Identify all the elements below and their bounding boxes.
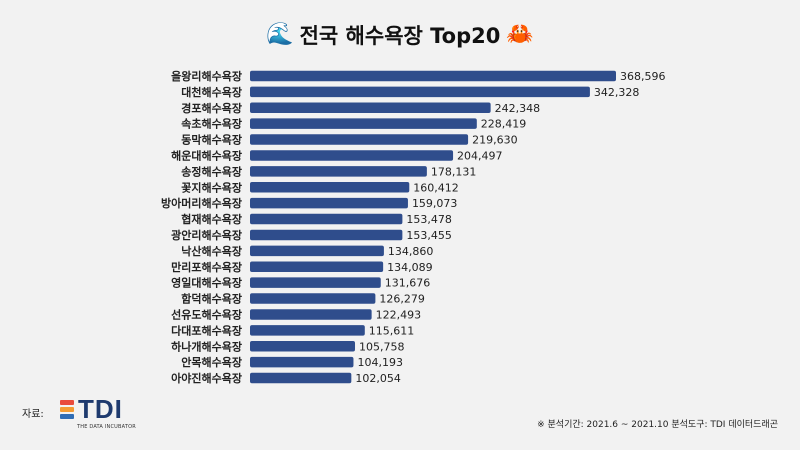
chart-title: 전국 해수욕장 Top20 [299, 24, 501, 48]
value-label: 131,676 [385, 277, 431, 290]
bar [250, 118, 477, 129]
chart-title-row: 🌊 전국 해수욕장 Top20 🦀 [0, 20, 800, 50]
bar [250, 372, 352, 384]
bar [250, 197, 408, 209]
bar [250, 134, 469, 145]
value-label: 104,193 [357, 356, 403, 369]
bar [250, 229, 403, 241]
value-label: 342,328 [594, 86, 640, 99]
value-label: 134,860 [388, 245, 434, 258]
value-label: 134,089 [387, 261, 433, 274]
bar [250, 213, 403, 225]
wave-icon: 🌊 [266, 22, 294, 47]
value-label: 219,630 [472, 134, 517, 147]
category-label: 광안리해수욕장 [171, 228, 242, 242]
value-label: 204,497 [457, 149, 503, 162]
bar [250, 86, 590, 98]
value-label: 368,596 [620, 70, 666, 83]
category-label: 속초해수욕장 [181, 117, 242, 131]
value-label: 102,054 [355, 372, 401, 385]
bar [250, 356, 354, 368]
value-label: 159,073 [412, 197, 458, 210]
bar [250, 293, 376, 304]
source-label: 자료: [22, 409, 44, 420]
bar [250, 182, 410, 193]
bar [250, 166, 427, 177]
tdi-logo: TDI THE DATA INCUBATOR [60, 394, 150, 436]
category-label: 아야진해수욕장 [171, 371, 242, 385]
value-label: 160,412 [413, 181, 459, 194]
category-label: 다대포해수욕장 [171, 323, 242, 337]
category-label: 방아머리해수욕장 [161, 196, 242, 210]
category-label: 영일대해수욕장 [171, 276, 242, 290]
logo-subtitle: THE DATA INCUBATOR [77, 424, 136, 430]
category-label: 하나개해수욕장 [171, 339, 242, 353]
category-label: 꽃지해수욕장 [181, 180, 242, 194]
bar [250, 309, 372, 320]
analysis-note: ※ 분석기간: 2021.6 ~ 2021.10 분석도구: TDI 데이터드래… [537, 420, 778, 430]
bar [250, 341, 356, 352]
bar [250, 150, 454, 161]
category-label: 만리포해수욕장 [171, 260, 242, 274]
category-label: 선유도해수욕장 [171, 307, 242, 321]
value-label: 122,493 [376, 308, 422, 321]
category-label: 낙산해수욕장 [181, 244, 242, 258]
value-label: 105,758 [359, 340, 405, 353]
value-label: 153,478 [406, 213, 452, 226]
category-label: 동막해수욕장 [181, 133, 242, 147]
category-label: 대천해수욕장 [181, 85, 242, 99]
category-label: 을왕리해수욕장 [171, 69, 242, 83]
category-label: 해운대해수욕장 [171, 148, 242, 162]
bar [250, 70, 616, 82]
bar [250, 102, 491, 113]
value-label: 153,455 [406, 229, 452, 242]
value-label: 178,131 [431, 165, 477, 178]
value-label: 228,419 [481, 118, 527, 131]
category-label: 안목해수욕장 [181, 355, 242, 369]
logo-text: TDI [78, 394, 123, 424]
bar [250, 245, 384, 257]
value-label: 115,611 [369, 324, 415, 337]
category-label: 경포해수욕장 [181, 101, 242, 115]
bar [250, 277, 381, 288]
bar [250, 261, 384, 272]
category-label: 협재해수욕장 [181, 212, 242, 226]
value-label: 242,348 [495, 102, 540, 115]
category-label: 송정해수욕장 [181, 164, 242, 178]
bar [250, 325, 365, 336]
crab-icon: 🦀 [506, 22, 534, 47]
value-label: 126,279 [379, 293, 425, 306]
category-label: 함덕해수욕장 [181, 292, 242, 306]
